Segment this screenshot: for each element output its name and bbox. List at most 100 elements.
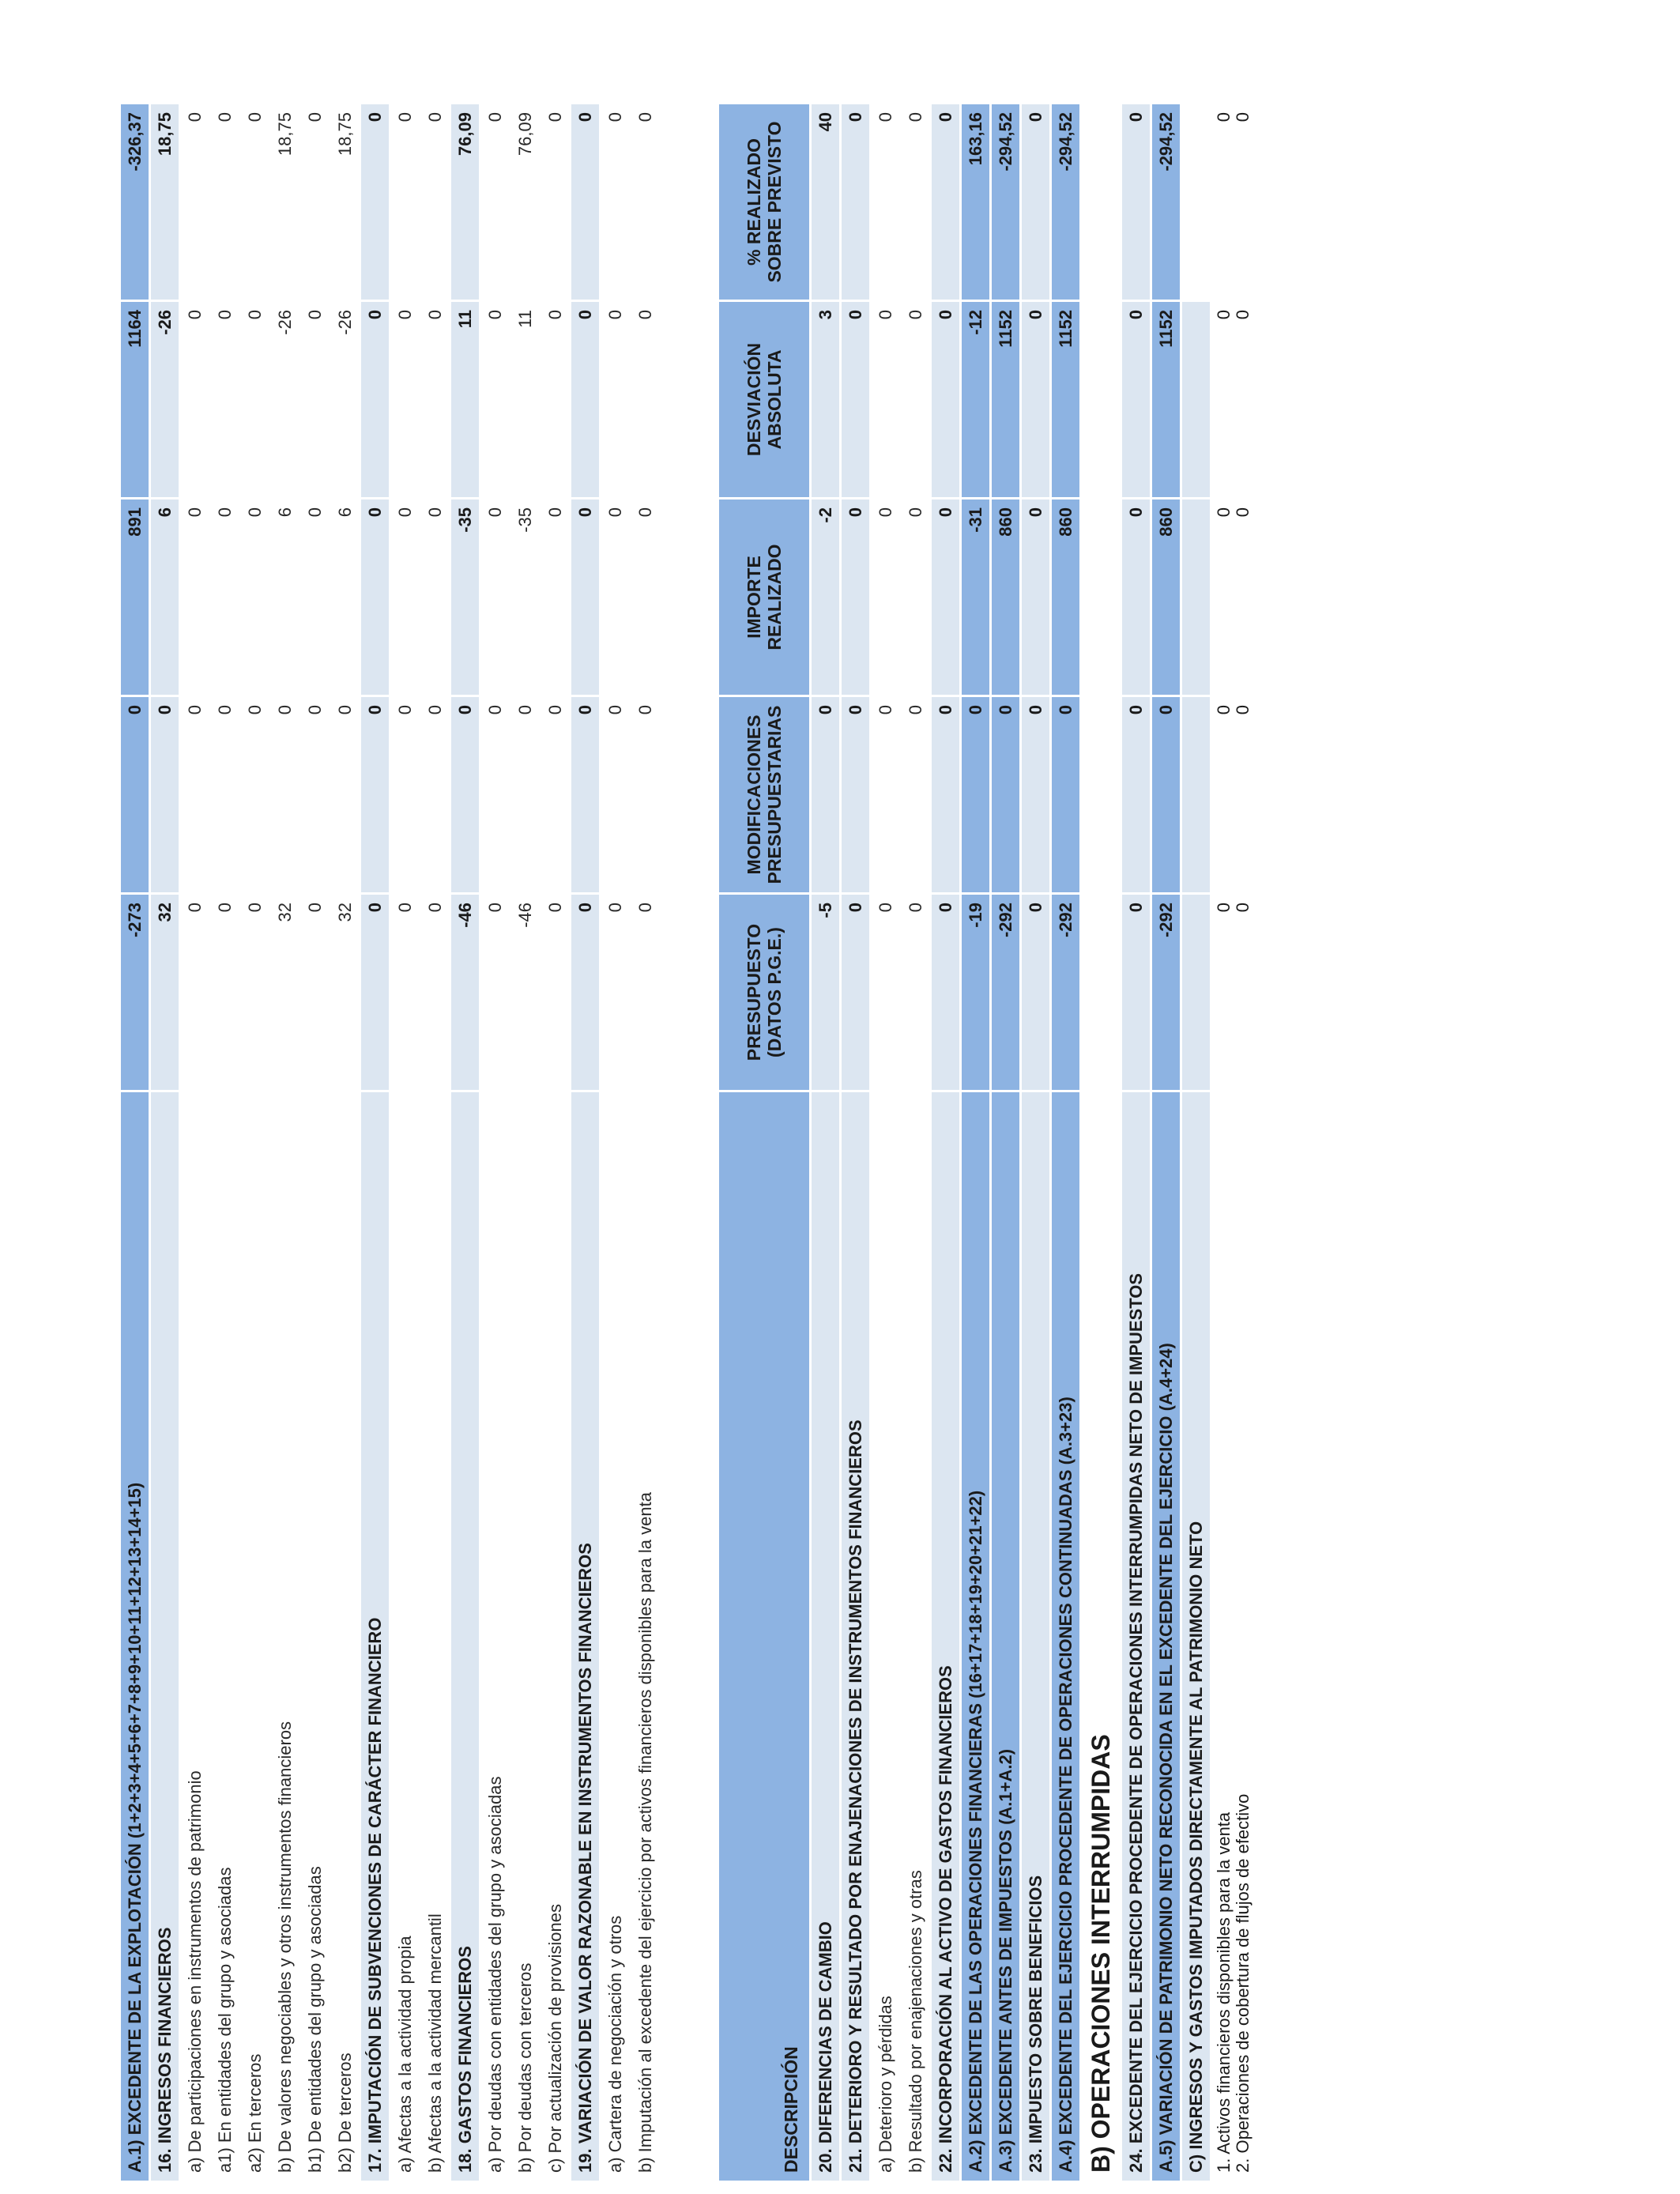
pair-value: 0	[1233, 903, 1252, 913]
row-value: 0	[299, 300, 330, 499]
row-value	[1181, 103, 1211, 301]
row-label: b) De valores negociables y otros instru…	[269, 1091, 300, 2182]
row-label: a) De participaciones en instrumentos de…	[179, 1091, 210, 2182]
row-value: 0	[570, 893, 601, 1091]
row-value: 6	[330, 498, 360, 696]
table-row: b) Resultado por enajenaciones y otras 0 0…	[900, 103, 931, 2182]
row-value: 0	[540, 696, 571, 894]
row-value: 0	[450, 696, 480, 894]
row-value: -294,52	[990, 103, 1021, 301]
row-value: 40	[810, 103, 841, 301]
row-value: 0	[900, 300, 931, 499]
row-value: 0	[420, 696, 450, 894]
row-value: -46	[510, 893, 541, 1091]
row-label: 20. DIFERENCIAS DE CAMBIO	[810, 1091, 841, 2182]
table-row: a) Afectas a la actividad propia 0 0 0 0 0	[390, 103, 420, 2182]
header-porcentaje: % REALIZADO SOBRE PREVISTO	[718, 103, 811, 301]
header-modificaciones: MODIFICACIONES PRESUPUESTARIAS	[718, 696, 811, 894]
table-row: 24. EXCEDENTE DEL EJERCICIO PROCEDENTE D…	[1121, 103, 1151, 2182]
row-value: 32	[269, 893, 300, 1091]
row-value: 0	[1020, 498, 1051, 696]
row-value: 32	[149, 893, 180, 1091]
table-row: b) Afectas a la actividad mercantil 0 0 0 0 0	[420, 103, 450, 2182]
row-label: 22. INCORPORACIÓN AL ACTIVO DE GASTOS FI…	[930, 1091, 961, 2182]
row-value: 3	[810, 300, 841, 499]
row-value: -26	[330, 300, 360, 499]
row-value: 18,75	[269, 103, 300, 301]
row-label: a) Por deudas con entidades del grupo y …	[480, 1091, 510, 2182]
row-value: 0	[840, 498, 871, 696]
row-value: 0	[600, 103, 631, 301]
header-desviacion: DESVIACIÓN ABSOLUTA	[718, 300, 811, 499]
row-value: 1152	[1050, 300, 1081, 499]
row-label: 24. EXCEDENTE DEL EJERCICIO PROCEDENTE D…	[1121, 1091, 1151, 2182]
row-value: 0	[870, 893, 901, 1091]
row-label: a) Deterioro y pérdidas	[870, 1091, 901, 2182]
row-value: 0	[600, 893, 631, 1091]
row-value: 0	[390, 103, 420, 301]
table-row: 18. GASTOS FINANCIEROS -46 0 -35 11 76,09	[450, 103, 480, 2182]
row-label: a2) En terceros	[239, 1091, 270, 2182]
row-value: 0	[600, 696, 631, 894]
row-value: 0	[390, 498, 420, 696]
header-descripcion: DESCRIPCIÓN	[718, 1091, 811, 2182]
header-importe: IMPORTE REALIZADO	[718, 498, 811, 696]
row-value: -26	[269, 300, 300, 499]
row-label: 16. INGRESOS FINANCIEROS	[149, 1091, 180, 2182]
row-value: 0	[269, 696, 300, 894]
row-value: 0	[360, 300, 390, 499]
row-value: 0	[630, 696, 661, 894]
row-value: 0	[870, 696, 901, 894]
table-row: b) De valores negociables y otros instru…	[269, 103, 300, 2182]
row-value: 0	[299, 498, 330, 696]
row-value: 0	[239, 696, 270, 894]
row-value: 0	[570, 498, 601, 696]
row-label: 18. GASTOS FINANCIEROS	[450, 1091, 480, 2182]
table-row: A.3) EXCEDENTE ANTES DE IMPUESTOS (A.1+A…	[990, 103, 1021, 2182]
row-value: 0	[209, 498, 240, 696]
row-value: -35	[450, 498, 480, 696]
pair-value: 0	[1214, 705, 1234, 715]
table-row: c) Por actualización de provisiones 0 0 0 0 0	[540, 103, 571, 2182]
row-value: 860	[1151, 498, 1181, 696]
financial-statement-sheet: A.1) EXCEDENTE DE LA EXPLOTACIÓN (1+2+3+…	[119, 103, 1667, 2183]
table-row: b2) De terceros 32 0 6 -26 18,75	[330, 103, 360, 2182]
row-value: -46	[450, 893, 480, 1091]
row-value: 0	[930, 498, 961, 696]
row-label: a) Afectas a la actividad propia	[390, 1091, 420, 2182]
row-label: a) Cartera de negociación y otros	[600, 1091, 631, 2182]
row-label: C) INGRESOS Y GASTOS IMPUTADOS DIRECTAME…	[1181, 1091, 1211, 2182]
row-value: 0	[600, 498, 631, 696]
row-value: 0	[390, 300, 420, 499]
row-value: 0	[1121, 300, 1151, 499]
row-label: A.3) EXCEDENTE ANTES DE IMPUESTOS (A.1+A…	[990, 1091, 1021, 2182]
row-value: 0	[209, 103, 240, 301]
pair-value: 0	[1214, 112, 1234, 123]
table-row: a2) En terceros 0 0 0 0 0	[239, 103, 270, 2182]
row-value	[1181, 893, 1211, 1091]
row-label: b) Resultado por enajenaciones y otras	[900, 1091, 931, 2182]
block-c-items: 1. Activos financieros disponibles para …	[1211, 103, 1256, 2182]
table-row: 16. INGRESOS FINANCIEROS 32 0 6 -26 18,75	[149, 103, 180, 2182]
row-value: 0	[930, 300, 961, 499]
row-value: 0	[480, 696, 510, 894]
row-value: -292	[1050, 893, 1081, 1091]
row-value: 0	[1121, 103, 1151, 301]
row-value	[1181, 696, 1211, 894]
row-value: 860	[990, 498, 1021, 696]
pair-value: 0	[1233, 310, 1252, 320]
pair-value: 0	[1214, 507, 1234, 518]
row-value: -5	[810, 893, 841, 1091]
row-value: -292	[1151, 893, 1181, 1091]
row-value: 76,09	[510, 103, 541, 301]
row-value: 0	[570, 696, 601, 894]
pair-labels: 1. Activos financieros disponibles para …	[1211, 1091, 1256, 2182]
row-value: 0	[570, 103, 601, 301]
row-value: 0	[480, 300, 510, 499]
row-value: 0	[840, 103, 871, 301]
row-value: 0	[480, 103, 510, 301]
row-value: -35	[510, 498, 541, 696]
row-value: 0	[870, 300, 901, 499]
